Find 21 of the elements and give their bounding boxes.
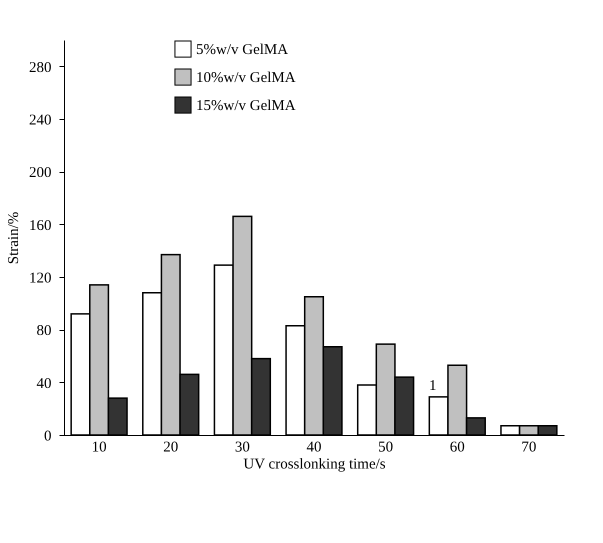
- x-tick-label: 40: [306, 440, 322, 456]
- x-tick-label: 10: [92, 440, 107, 456]
- annotation: 1: [429, 378, 436, 394]
- y-axis-title: Strain/%: [6, 212, 22, 264]
- x-tick-label: 50: [378, 440, 394, 456]
- y-tick-label: 160: [29, 218, 52, 234]
- y-tick-label: 0: [44, 428, 52, 444]
- x-tick-label: 70: [521, 440, 536, 456]
- x-axis-title: UV crosslonking time/s: [243, 456, 386, 472]
- y-tick-label: 240: [29, 112, 52, 128]
- legend-label: 10%w/v GelMA: [196, 70, 296, 86]
- y-tick-label: 280: [29, 60, 52, 76]
- y-tick-label: 40: [36, 376, 52, 392]
- x-tick-label: 30: [234, 440, 250, 456]
- x-tick-label: 20: [163, 440, 178, 456]
- x-tick-label: 60: [450, 440, 465, 456]
- y-tick-label: 80: [36, 323, 52, 340]
- y-tick-label: 120: [29, 270, 52, 286]
- legend-label: 15%w/v GelMA: [196, 98, 296, 114]
- legend-label: 5%w/v GelMA: [196, 42, 288, 58]
- y-tick-label: 200: [29, 165, 52, 182]
